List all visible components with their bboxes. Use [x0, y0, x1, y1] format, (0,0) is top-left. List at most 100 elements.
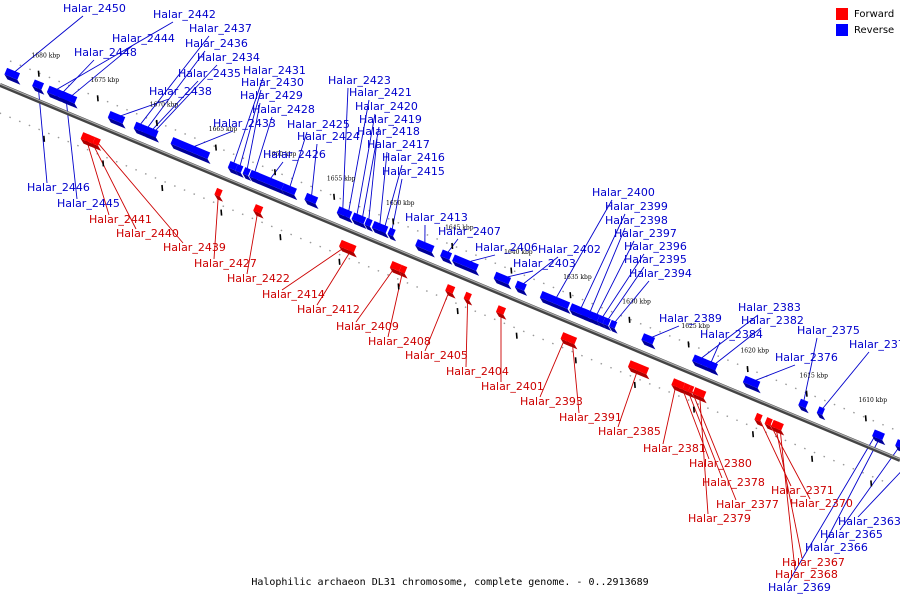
gene-label[interactable]: Halar_2407: [438, 225, 501, 238]
gene-label[interactable]: Halar_2413: [405, 211, 468, 224]
gene-label[interactable]: Halar_2438: [149, 85, 212, 98]
gene-halar-2401[interactable]: [496, 305, 506, 320]
gene-label[interactable]: Halar_2400: [592, 186, 655, 199]
gene-label[interactable]: Halar_2409: [336, 320, 399, 333]
scale-tick: [98, 95, 99, 101]
gene-label[interactable]: Halar_2439: [163, 241, 226, 254]
gene-halar-2427[interactable]: [214, 188, 223, 202]
gene-label[interactable]: Halar_2421: [349, 86, 412, 99]
gene-label[interactable]: Halar_2435: [178, 67, 241, 80]
gene-label[interactable]: Halar_2396: [624, 240, 687, 253]
gene-label[interactable]: Halar_2382: [741, 314, 804, 327]
gene-label[interactable]: Halar_2380: [689, 457, 752, 470]
gene-label[interactable]: Halar_2446: [27, 181, 90, 194]
gene-halar-2418[interactable]: [364, 218, 373, 232]
scale-tick: [275, 169, 276, 175]
gene-label[interactable]: Halar_2424: [297, 130, 360, 143]
gene-label[interactable]: Halar_2428: [252, 103, 315, 116]
gene-label[interactable]: Halar_2404: [446, 365, 509, 378]
gene-label[interactable]: Halar_2418: [357, 125, 420, 138]
gene-halar-2371[interactable]: [754, 413, 763, 427]
gene-halar-2424[interactable]: [304, 193, 318, 209]
gene-halar-2435[interactable]: [143, 126, 159, 143]
gene-label[interactable]: Halar_2420: [355, 100, 418, 113]
gene-label[interactable]: Halar_2444: [112, 32, 175, 45]
gene-halar-2402[interactable]: [515, 281, 527, 296]
gene-halar-2406[interactable]: [452, 254, 479, 275]
gene-label[interactable]: Halar_2393: [520, 395, 583, 408]
gene-label[interactable]: Halar_2381: [643, 442, 706, 455]
gene-halar-2404[interactable]: [464, 292, 473, 306]
gene-halar-2376[interactable]: [743, 376, 761, 394]
gene-label[interactable]: Halar_2440: [116, 227, 179, 240]
gene-label[interactable]: Halar_2403: [513, 257, 576, 270]
gene-halar-2407[interactable]: [440, 249, 452, 264]
gene-halar-2438[interactable]: [108, 111, 126, 129]
gene-label[interactable]: Halar_2379: [688, 512, 751, 525]
gene-label[interactable]: Halar_2391: [559, 411, 622, 424]
gene-label[interactable]: Halar_2401: [481, 380, 544, 393]
gene-label[interactable]: Halar_2397: [614, 227, 677, 240]
gene-label[interactable]: Halar_2433: [213, 117, 276, 130]
gene-halar-2429[interactable]: [243, 167, 252, 181]
gene-label[interactable]: Halar_2429: [240, 89, 303, 102]
gene-label[interactable]: Halar_2365: [820, 528, 883, 541]
gene-halar-2370[interactable]: [765, 417, 774, 431]
gene-halar-2375[interactable]: [798, 399, 808, 414]
gene-label[interactable]: Halar_2437: [189, 22, 252, 35]
gene-label[interactable]: Halar_2389: [659, 312, 722, 325]
gene-label[interactable]: Halar_2441: [89, 213, 152, 226]
gene-halar-2403[interactable]: [494, 272, 512, 290]
gene-halar-2385[interactable]: [628, 360, 649, 379]
gene-label[interactable]: Halar_2417: [367, 138, 430, 151]
gene-label[interactable]: Halar_2408: [368, 335, 431, 348]
gene-halar-2450[interactable]: [4, 68, 20, 85]
gene-halar-2422[interactable]: [253, 204, 263, 219]
gene-label[interactable]: Halar_2377: [716, 498, 779, 511]
gene-halar-2389[interactable]: [641, 333, 655, 349]
gene-label[interactable]: Halar_2442: [153, 8, 216, 21]
gene-label[interactable]: Halar_2422: [227, 272, 290, 285]
gene-label[interactable]: Halar_2399: [605, 200, 668, 213]
gene-halar-2425[interactable]: [281, 183, 297, 200]
gene-label[interactable]: Halar_2416: [382, 151, 445, 164]
gene-label[interactable]: Halar_2445: [57, 197, 120, 210]
gene-label[interactable]: Halar_2398: [605, 214, 668, 227]
gene-label[interactable]: Halar_2371: [771, 484, 834, 497]
gene-label[interactable]: Halar_2402: [538, 243, 601, 256]
gene-halar-2394[interactable]: [609, 320, 618, 334]
scale-tick-label: 1620 kbp: [740, 348, 769, 355]
gene-label[interactable]: Halar_2384: [700, 328, 763, 341]
forward-tick: [694, 407, 695, 413]
gene-label[interactable]: Halar_2412: [297, 303, 360, 316]
gene-label[interactable]: Halar_2434: [197, 51, 260, 64]
gene-label[interactable]: Halar_2405: [405, 349, 468, 362]
gene-label[interactable]: Halar_2414: [262, 288, 325, 301]
gene-label[interactable]: Halar_2426: [263, 148, 326, 161]
gene-label[interactable]: Halar_2363: [838, 515, 900, 528]
scale-tick: [452, 243, 453, 249]
gene-halar-2415[interactable]: [388, 228, 397, 242]
gene-label[interactable]: Halar_2395: [624, 253, 687, 266]
gene-label[interactable]: Halar_2376: [775, 351, 838, 364]
gene-label[interactable]: Halar_2372: [849, 338, 900, 351]
gene-label[interactable]: Halar_2385: [598, 425, 661, 438]
gene-label[interactable]: Halar_2415: [382, 165, 445, 178]
gene-label[interactable]: Halar_2366: [805, 541, 868, 554]
gene-label[interactable]: Halar_2406: [475, 241, 538, 254]
gene-label[interactable]: Halar_2394: [629, 267, 692, 280]
gene-label[interactable]: Halar_2370: [790, 497, 853, 510]
gene-halar-2372[interactable]: [817, 406, 826, 420]
gene-label[interactable]: Halar_2375: [797, 324, 860, 337]
gene-label[interactable]: Halar_2378: [702, 476, 765, 489]
gene-label[interactable]: Halar_2430: [241, 76, 304, 89]
gene-halar-2446[interactable]: [32, 79, 44, 94]
gene-label[interactable]: Halar_2383: [738, 301, 801, 314]
scale-tick: [38, 71, 39, 77]
gene-label[interactable]: Halar_2436: [185, 37, 248, 50]
gene-label[interactable]: Halar_2448: [74, 46, 137, 59]
gene-halar-2384[interactable]: [702, 359, 718, 376]
gene-label[interactable]: Halar_2450: [63, 2, 126, 15]
gene-label[interactable]: Halar_2427: [194, 257, 257, 270]
forward-tick: [812, 456, 813, 462]
